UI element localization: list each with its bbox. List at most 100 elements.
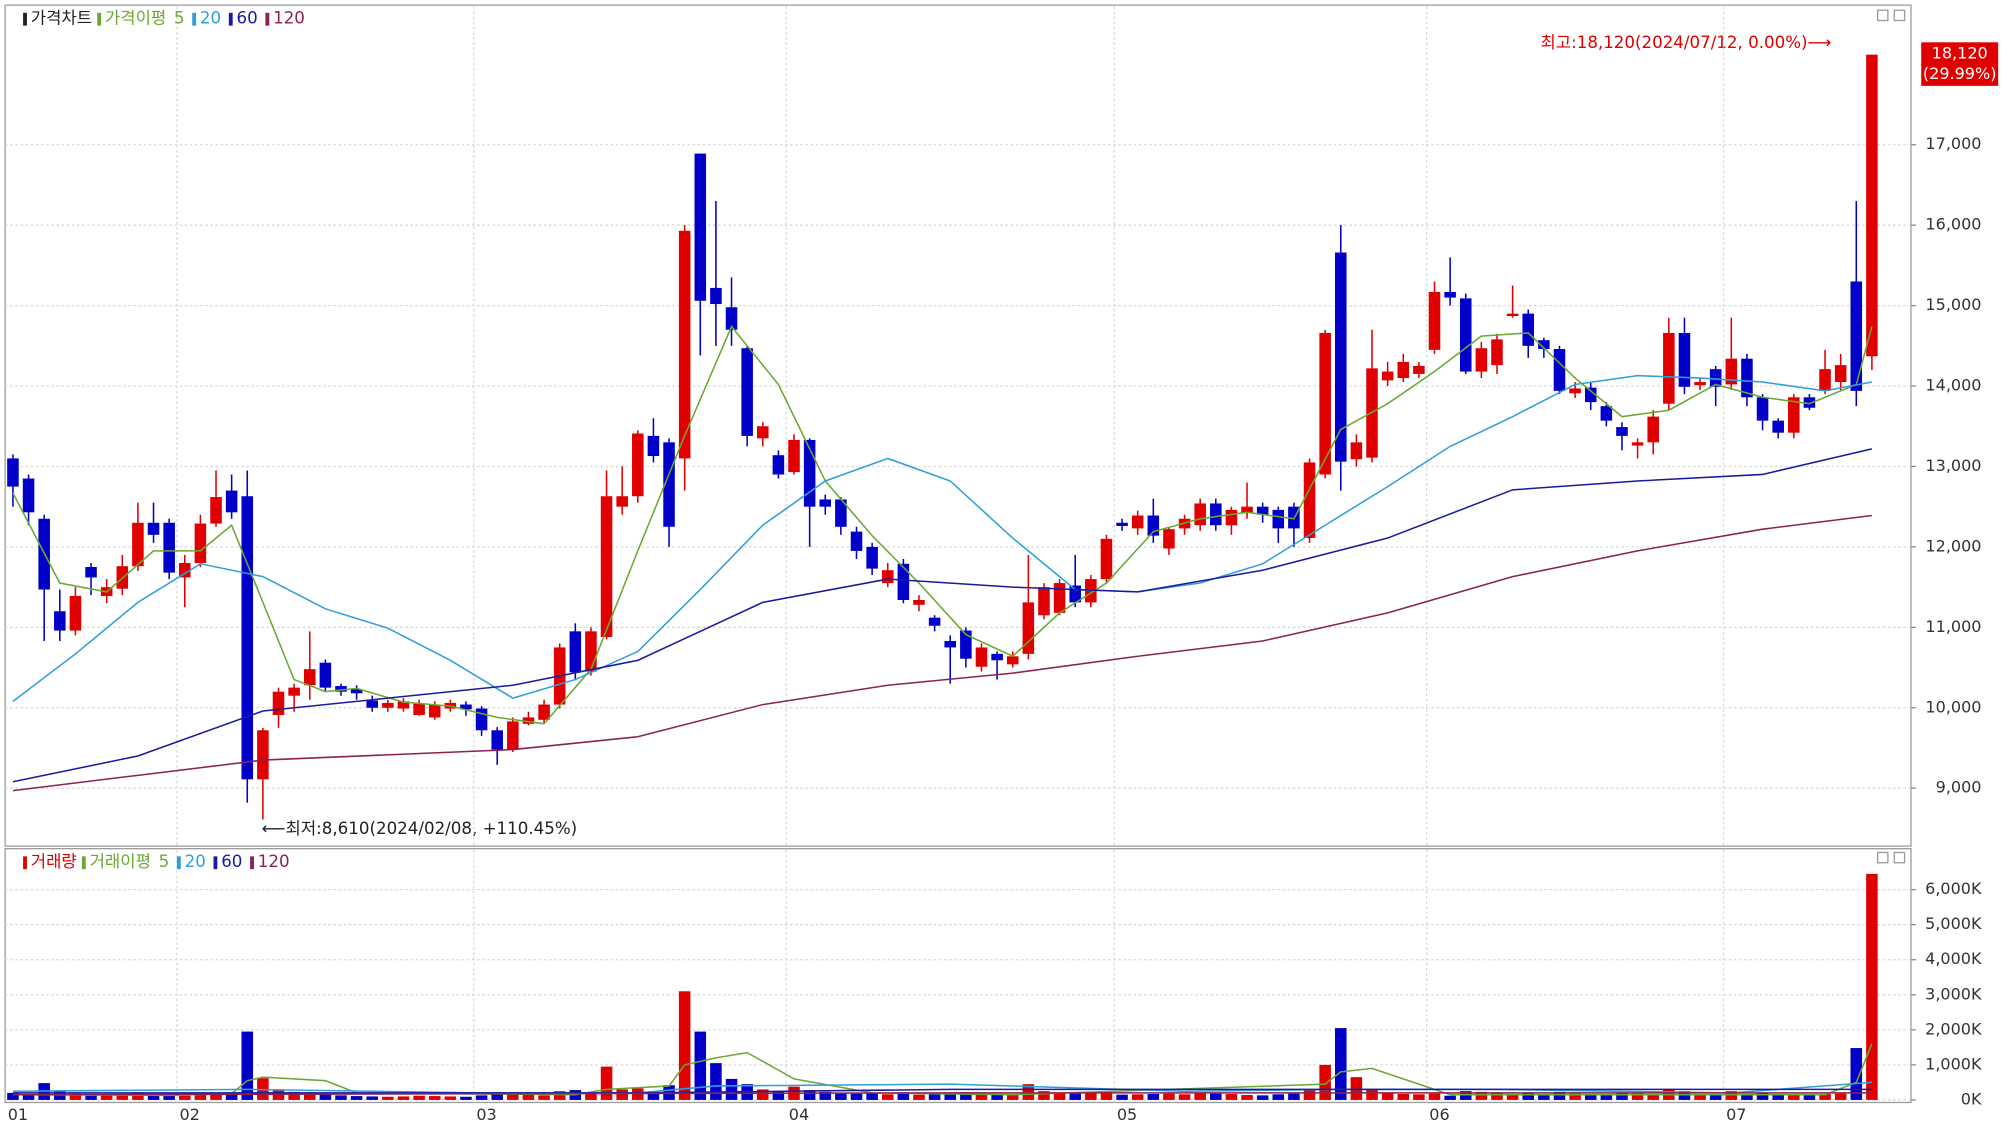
candle-body <box>1131 515 1144 529</box>
legend-title: 거래이평 <box>90 852 151 871</box>
legend-title: 거래량 <box>31 852 77 871</box>
volume-bar <box>1288 1093 1300 1100</box>
candle-body <box>319 662 332 688</box>
last-price-label: 18,120 <box>1932 43 1988 62</box>
last-change-label: (29.99%) <box>1923 64 1997 83</box>
panel-button[interactable] <box>1893 9 1906 22</box>
candle-body <box>1709 369 1722 387</box>
volume-bar <box>1038 1091 1050 1100</box>
candle-body <box>1381 371 1394 381</box>
panel-button[interactable] <box>1876 9 1889 22</box>
x-tick-label: 02 <box>180 1105 200 1123</box>
legend-swatch <box>23 12 27 26</box>
legend-title: 가격이평 <box>105 9 166 28</box>
candle-body <box>54 611 66 631</box>
volume-bar <box>1303 1089 1316 1100</box>
candle-body <box>897 563 910 600</box>
candle-body <box>163 522 175 573</box>
volume-bar <box>100 1094 113 1100</box>
candle-body <box>475 708 488 731</box>
candle-body <box>1756 397 1769 421</box>
candle-body <box>975 647 988 667</box>
volume-bar <box>1772 1094 1784 1100</box>
candle-body <box>538 704 550 720</box>
ma-line <box>12 1043 1873 1097</box>
volume-bar <box>694 1031 707 1100</box>
volume-panel <box>4 848 1912 1104</box>
legend-swatch <box>192 12 197 26</box>
volume-bar <box>303 1092 316 1100</box>
x-tick-label: 05 <box>1117 1105 1137 1123</box>
volume-bar <box>1522 1093 1535 1100</box>
candle-body <box>413 703 425 715</box>
y-tick-label: 6,000K <box>1925 879 1982 898</box>
candle-body <box>335 686 347 692</box>
candle-body <box>1335 252 1347 462</box>
volume-bar <box>1819 1093 1831 1100</box>
price-panel <box>4 4 1912 847</box>
candle-body <box>1069 585 1081 603</box>
volume-bar <box>1366 1089 1378 1100</box>
volume-bar <box>1538 1094 1550 1100</box>
volume-bar <box>1459 1091 1472 1100</box>
candle-body <box>69 595 82 631</box>
candle-body <box>1319 332 1331 475</box>
volume-bar <box>225 1092 238 1100</box>
y-tick-label: 12,000 <box>1925 536 1981 555</box>
volume-bar <box>1413 1094 1425 1100</box>
candle-body <box>803 439 816 507</box>
last-price-box <box>1921 42 1999 86</box>
volume-bar <box>647 1091 660 1100</box>
candle-body <box>1163 529 1175 549</box>
candle-body <box>1772 420 1784 433</box>
candle-body <box>1022 602 1035 654</box>
legend-entry: 60 <box>237 9 258 28</box>
volume-bar <box>913 1094 925 1100</box>
volume-bar <box>1022 1084 1035 1100</box>
volume-bar <box>272 1090 285 1100</box>
ma-line <box>12 1088 1872 1094</box>
candle-body <box>1459 298 1472 372</box>
volume-bar <box>335 1095 347 1100</box>
volume-bar <box>1428 1093 1441 1100</box>
volume-bar <box>288 1091 300 1100</box>
volume-bar <box>241 1031 254 1100</box>
y-tick-label: 2,000K <box>1925 1019 1982 1038</box>
legend-swatch <box>23 856 27 870</box>
volume-bar <box>1756 1093 1769 1100</box>
volume-bar <box>1085 1092 1097 1100</box>
legend-title: 가격차트 <box>31 9 92 28</box>
candle-body <box>132 522 144 567</box>
candle-body <box>1303 462 1316 539</box>
volume-bar <box>944 1092 957 1100</box>
volume-bar <box>1100 1091 1113 1100</box>
candle-body <box>1241 506 1253 514</box>
volume-bar <box>1866 873 1878 1100</box>
volume-bar <box>1725 1091 1738 1100</box>
legend-entry: 5 <box>174 9 185 28</box>
candle-body <box>694 153 707 301</box>
ma-line <box>12 325 1873 725</box>
candle-body <box>1491 339 1503 366</box>
y-tick-label: 4,000K <box>1925 949 1982 968</box>
volume-bar <box>179 1095 191 1100</box>
candle-body <box>366 700 379 708</box>
candle-body <box>303 669 316 686</box>
ma-line <box>12 448 1873 783</box>
candle-body <box>1413 365 1425 374</box>
candle-body <box>710 287 722 304</box>
candle-body <box>881 570 894 584</box>
candle-body <box>1584 387 1597 403</box>
panel-button[interactable] <box>1893 851 1906 864</box>
legend-swatch <box>97 12 102 26</box>
candle-body <box>944 641 957 648</box>
candle-body <box>257 730 269 780</box>
y-tick-label: 15,000 <box>1925 295 1981 314</box>
x-tick-label: 07 <box>1726 1105 1746 1123</box>
ma-line <box>12 374 1872 702</box>
panel-button[interactable] <box>1876 851 1889 864</box>
candle-body <box>1678 332 1691 387</box>
volume-bar <box>69 1093 82 1100</box>
